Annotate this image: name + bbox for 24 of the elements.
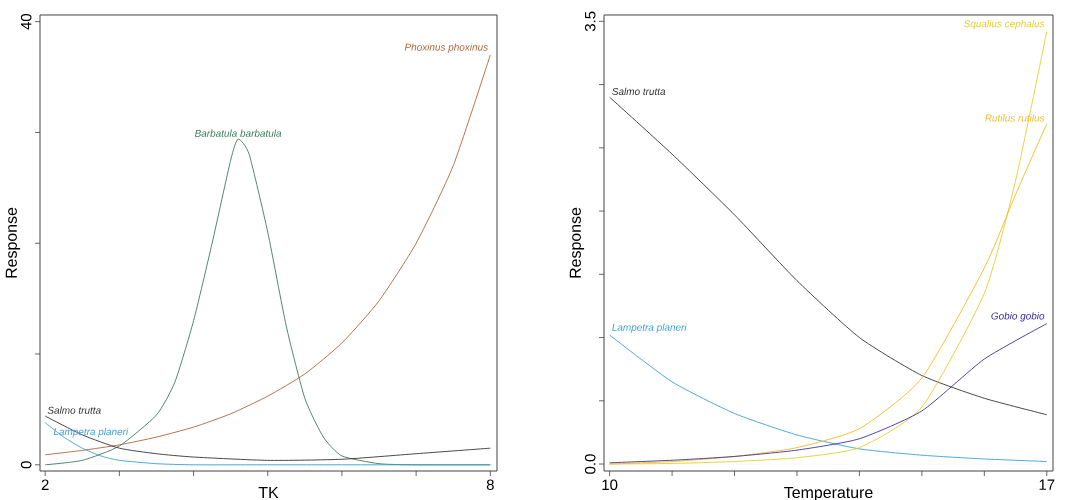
y-axis-title: Response — [5, 207, 21, 278]
series-label: Phoxinus phoxinus — [404, 43, 488, 53]
line-series — [44, 415, 491, 461]
y-tick-label: 0.0 — [584, 454, 596, 474]
line-series — [44, 54, 491, 456]
x-tick-label: 2 — [41, 479, 49, 490]
series-label: Rutilus rutilus — [985, 114, 1045, 122]
x-tick-label: 8 — [486, 479, 494, 491]
line-series — [609, 123, 1048, 465]
x-tick-label: 17 — [1039, 479, 1055, 490]
x-tick-label: 10 — [602, 479, 618, 491]
y-tick-label: 40 — [20, 13, 32, 30]
series-label: Gobio gobio — [991, 312, 1045, 322]
legend-label: Salmo trutta — [612, 87, 666, 96]
series-label: Lampetra planeri — [612, 323, 687, 333]
series-label: Barbatula barbatula — [194, 129, 282, 137]
y-tick-label: 3.5 — [584, 11, 596, 32]
y-axis-title: Response — [569, 207, 585, 278]
series-label: Salmo trutta — [47, 406, 101, 414]
y-tick-label: 0 — [20, 461, 32, 469]
line-series — [609, 96, 1048, 416]
x-axis-title: TK — [258, 486, 279, 498]
series-label: Squalius cephalus — [963, 19, 1045, 30]
line-series — [44, 422, 491, 466]
